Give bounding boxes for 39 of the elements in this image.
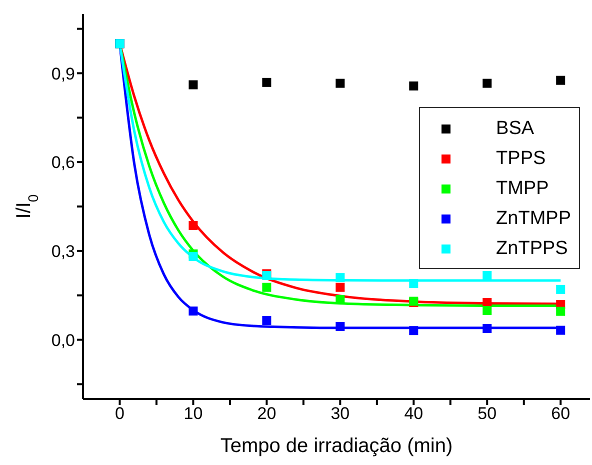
point [188, 80, 198, 90]
point [482, 306, 492, 315]
y-tick-label: 0,9 [51, 64, 75, 84]
y-tick-label: 0,3 [51, 242, 75, 261]
x-tick-label: 50 [478, 404, 497, 424]
x-tick-label: 60 [551, 404, 570, 424]
point [409, 326, 418, 336]
point [556, 284, 566, 294]
point [336, 322, 345, 331]
point [556, 326, 566, 335]
y-tick-label: 0,6 [51, 153, 75, 172]
point [482, 324, 492, 334]
point [409, 81, 418, 90]
point [556, 306, 566, 316]
point [482, 271, 492, 280]
point [336, 78, 345, 88]
x-tick-label: 10 [184, 404, 203, 424]
legend-label: ZnTPPS [496, 238, 568, 260]
point [262, 282, 272, 292]
point [336, 273, 345, 282]
point [188, 306, 198, 316]
x-tick-label: 40 [404, 404, 424, 424]
x-tick-label: 30 [330, 404, 350, 424]
legend-label: TMPP [496, 178, 549, 200]
point [409, 279, 418, 288]
point [188, 220, 198, 230]
point [482, 78, 492, 88]
legend-label: TPPS [496, 148, 546, 170]
x-tick-label: 0 [115, 404, 124, 424]
point [188, 252, 198, 262]
point [262, 316, 272, 326]
x-axis-title: Tempo de irradiação (min) [220, 435, 453, 457]
point [336, 282, 345, 292]
legend-label: ZnTMPP [496, 208, 571, 230]
point [556, 76, 566, 85]
y-tick-label: 0,0 [51, 330, 75, 350]
x-tick-label: 20 [257, 404, 276, 424]
legend-label: BSA [496, 118, 534, 140]
point [262, 78, 272, 87]
